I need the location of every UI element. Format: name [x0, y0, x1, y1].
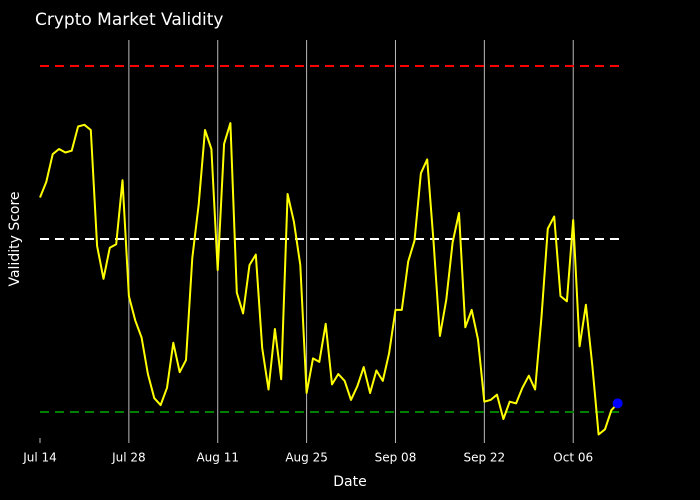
chart-title: Crypto Market Validity	[35, 10, 223, 30]
x-axis-title: Date	[333, 474, 366, 490]
x-tick-label: Jul 28	[111, 451, 146, 465]
latest-point-marker	[612, 398, 623, 409]
x-tick-label: Oct 06	[553, 451, 593, 465]
series-layer	[39, 122, 623, 436]
series-line	[39, 122, 619, 436]
reference-lines	[40, 64, 624, 414]
x-tick-label: Aug 25	[285, 451, 328, 465]
x-tick-label: Sep 22	[463, 451, 505, 465]
x-axis: Jul 14 Jul 28 Aug 11 Aug 25 Sep 08 Sep 22 Oct …	[22, 438, 593, 465]
x-tick-label: Aug 11	[196, 451, 239, 465]
x-tick-label: Jul 14	[22, 451, 57, 465]
y-axis-title: Validity Score	[7, 191, 23, 286]
x-tick-label: Sep 08	[375, 451, 417, 465]
